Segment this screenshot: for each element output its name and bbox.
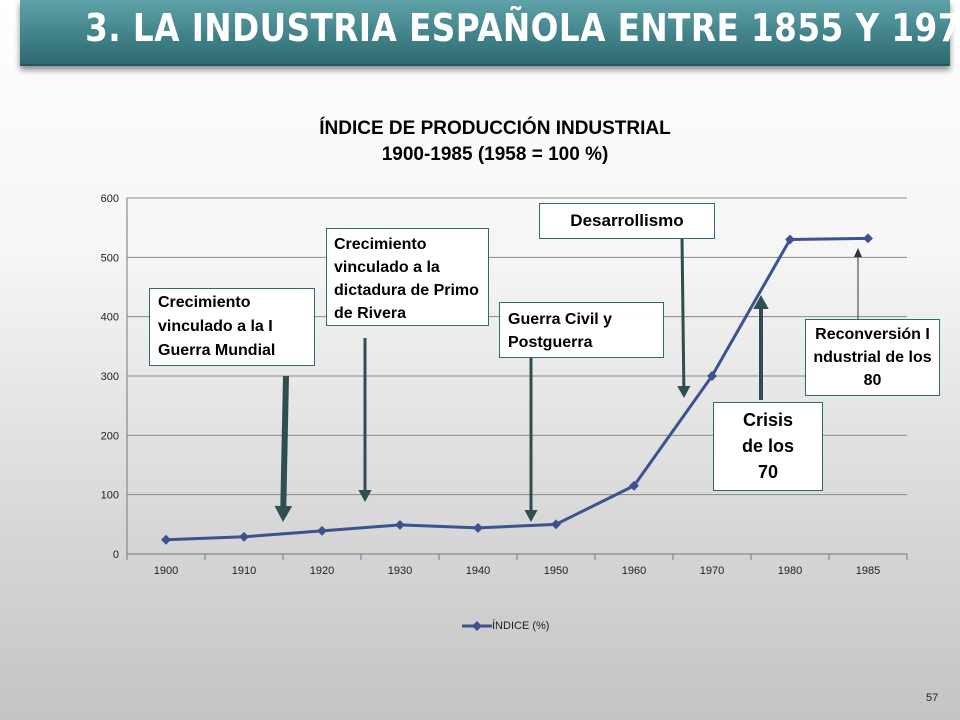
data-point-1900	[161, 534, 171, 545]
x-tick-label-1970: 1970	[700, 565, 724, 577]
data-point-1920	[317, 525, 327, 536]
title-banner: 3. LA INDUSTRIA ESPAÑOLA ENTRE 1855 Y 19…	[20, 0, 960, 66]
data-point-1980	[785, 234, 795, 245]
y-tick-label-300: 300	[101, 371, 119, 383]
annotation-first-world-war: Crecimiento vinculado a la I Guerra Mund…	[149, 288, 315, 366]
annotation-primo-de-rivera: Crecimiento vinculado a la dictadura de …	[326, 228, 489, 326]
data-point-1960	[629, 480, 639, 491]
arrow-civil-war	[524, 332, 538, 522]
y-tick-label-0: 0	[113, 549, 119, 561]
y-tick-label-600: 600	[101, 193, 119, 205]
x-tick-label-1950: 1950	[544, 565, 568, 577]
x-tick-label-1900: 1900	[154, 565, 178, 577]
x-tick-label-1910: 1910	[232, 565, 256, 577]
data-point-1910	[239, 531, 249, 542]
chart-title-line-2: 1900-1985 (1958 = 100 %)	[381, 144, 609, 165]
chart-title-line-1: ÍNDICE DE PRODUCCIÓN INDUSTRIAL	[319, 118, 671, 139]
x-tick-label-1930: 1930	[388, 565, 412, 577]
slide-title: 3. LA INDUSTRIA ESPAÑOLA ENTRE 1855 Y 19…	[85, 6, 960, 50]
arrow-crisis-70s	[753, 295, 769, 400]
y-tick-label-500: 500	[101, 252, 119, 264]
data-point-1930	[395, 519, 405, 530]
x-tick-label-1985: 1985	[856, 565, 880, 577]
annotation-reconversion: Reconversión Industrial de los 80	[805, 319, 940, 396]
x-tick-label-1920: 1920	[310, 565, 334, 577]
y-tick-label-200: 200	[101, 430, 119, 442]
arrow-primo-de-rivera	[358, 338, 372, 502]
y-tick-label-400: 400	[101, 312, 119, 324]
series-line-indice	[165, 236, 869, 542]
x-tick-label-1940: 1940	[466, 565, 490, 577]
annotation-civil-war: Guerra Civil y Postguerra	[499, 302, 664, 358]
data-point-1985	[863, 233, 873, 244]
arrow-reconversion	[854, 248, 862, 319]
data-point-1950	[551, 519, 561, 530]
legend-label: ÍNDICE (%)	[492, 620, 550, 632]
annotation-desarrollismo: Desarrollismo	[539, 203, 715, 239]
x-tick-label-1960: 1960	[622, 565, 646, 577]
arrow-first-world-war	[274, 375, 293, 522]
legend-line-marker	[462, 621, 492, 631]
chart-legend: ÍNDICE (%)	[462, 620, 549, 632]
data-point-1970	[707, 371, 717, 381]
arrow-desarrollismo	[677, 237, 691, 398]
y-tick-label-100: 100	[101, 490, 119, 502]
x-tick-label-1980: 1980	[778, 565, 802, 577]
chart-title: ÍNDICE DE PRODUCCIÓN INDUSTRIAL 1900-198…	[190, 116, 800, 168]
data-point-1940	[473, 522, 483, 533]
annotation-crisis-70s: Crisis de los 70	[713, 402, 823, 491]
page-number: 57	[926, 692, 939, 704]
